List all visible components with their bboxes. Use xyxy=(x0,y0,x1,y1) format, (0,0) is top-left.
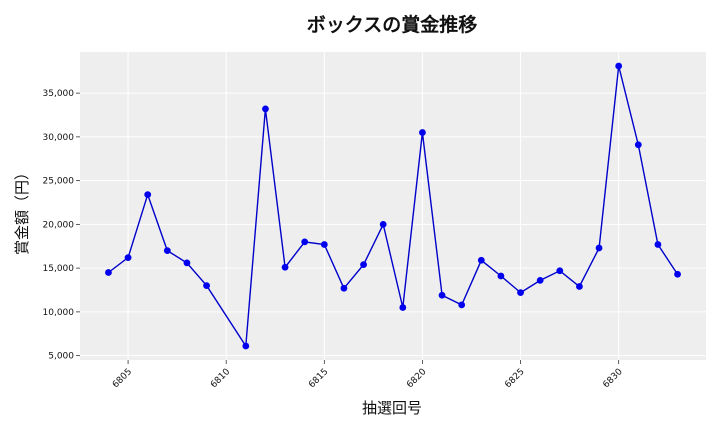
data-series xyxy=(105,62,681,350)
data-point xyxy=(458,301,466,309)
y-tick-label: 20,000 xyxy=(43,220,75,230)
data-point xyxy=(320,241,328,248)
data-point xyxy=(536,276,544,284)
data-point xyxy=(262,105,269,113)
data-point xyxy=(674,270,681,278)
data-point xyxy=(438,291,446,299)
data-point xyxy=(517,289,524,297)
y-tick-label: 25,000 xyxy=(43,177,75,187)
data-point xyxy=(576,283,583,290)
data-point xyxy=(477,256,485,264)
x-tick-label: 6820 xyxy=(405,367,428,390)
data-point xyxy=(379,220,387,228)
data-point xyxy=(144,191,152,199)
y-axis-label: 賞金額（円） xyxy=(13,165,31,255)
data-point xyxy=(281,263,289,271)
data-point xyxy=(163,247,171,255)
x-tick-label: 6830 xyxy=(601,367,624,390)
data-point xyxy=(340,284,348,292)
plot-area xyxy=(80,52,706,360)
data-point xyxy=(360,261,367,269)
x-tick-label: 6815 xyxy=(307,367,330,390)
y-tick-label: 35,000 xyxy=(43,89,75,99)
data-point xyxy=(634,141,642,149)
x-tick-label: 6825 xyxy=(503,367,526,390)
data-point xyxy=(242,342,250,350)
y-tick-label: 30,000 xyxy=(43,133,75,143)
chart-title: ボックスの賞金推移 xyxy=(307,13,477,36)
y-tick-label: 10,000 xyxy=(43,308,75,318)
x-tick-label: 6805 xyxy=(111,367,134,390)
y-tick-label: 15,000 xyxy=(43,264,75,274)
y-tick-label: 5,000 xyxy=(48,352,74,362)
data-point xyxy=(595,244,603,252)
data-point xyxy=(124,254,132,262)
data-point xyxy=(419,129,426,136)
data-point xyxy=(556,267,564,275)
data-point xyxy=(399,304,407,311)
data-point xyxy=(301,238,309,246)
data-point xyxy=(615,62,623,70)
data-point xyxy=(654,241,662,248)
data-point xyxy=(203,282,210,290)
x-tick-label: 6810 xyxy=(209,367,232,390)
data-point xyxy=(497,272,505,280)
data-point xyxy=(105,269,112,276)
data-point xyxy=(183,259,191,267)
x-axis-label: 抽選回号 xyxy=(362,399,422,417)
